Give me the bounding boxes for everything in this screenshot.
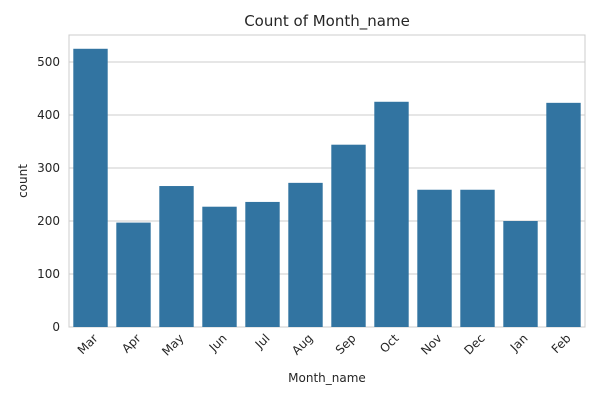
bar-oct bbox=[374, 101, 409, 328]
bar-aug bbox=[288, 182, 323, 327]
x-tick-label: Jun bbox=[206, 331, 230, 355]
y-tick-label: 200 bbox=[37, 214, 60, 228]
x-tick-label: May bbox=[159, 331, 186, 358]
bar-may bbox=[159, 186, 194, 327]
x-tick-label: Jul bbox=[252, 331, 273, 352]
bar-dec bbox=[460, 189, 495, 327]
plot-frame bbox=[68, 34, 586, 328]
y-tick-label: 0 bbox=[52, 320, 60, 334]
y-tick-label: 500 bbox=[37, 55, 60, 69]
chart-title: Count of Month_name bbox=[244, 12, 410, 31]
y-axis-ticks: 0 100 200 300 400 500 bbox=[37, 55, 60, 334]
bar-sep bbox=[331, 144, 366, 327]
y-tick-label: 400 bbox=[37, 108, 60, 122]
x-tick-label: Feb bbox=[549, 331, 574, 356]
bar-nov bbox=[417, 189, 452, 327]
y-axis-label: count bbox=[16, 164, 30, 198]
y-tick-label: 300 bbox=[37, 161, 60, 175]
x-tick-label: Apr bbox=[119, 331, 144, 356]
bar-apr bbox=[116, 222, 151, 327]
bar-jun bbox=[202, 206, 237, 327]
x-axis-ticks: Mar Apr May Jun Jul Aug Sep Oct Nov Dec Jan Feb bbox=[75, 331, 574, 359]
bar-jul bbox=[245, 201, 280, 327]
x-tick-label: Mar bbox=[75, 331, 101, 357]
bar-feb bbox=[546, 102, 581, 327]
x-tick-label: Aug bbox=[289, 331, 315, 357]
x-axis-label: Month_name bbox=[288, 371, 366, 385]
x-tick-label: Nov bbox=[418, 331, 444, 357]
bar-jan bbox=[503, 221, 538, 327]
bars bbox=[73, 48, 581, 328]
y-tick-label: 100 bbox=[37, 267, 60, 281]
x-tick-label: Oct bbox=[377, 331, 402, 356]
x-tick-label: Jan bbox=[507, 331, 531, 355]
x-tick-label: Dec bbox=[461, 331, 487, 357]
bar-mar bbox=[73, 48, 108, 327]
x-tick-label: Sep bbox=[333, 331, 359, 357]
